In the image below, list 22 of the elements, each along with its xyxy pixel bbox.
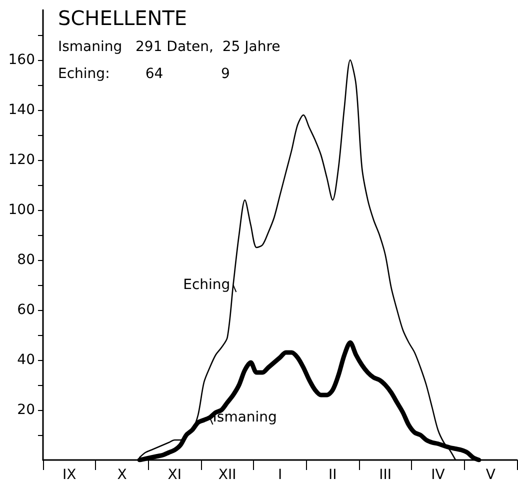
annotation: Ismaning 291 Daten, 25 Jahre [58, 39, 280, 55]
annotation: Eching: 64 9 [58, 66, 230, 82]
x-tick-label: IV [431, 467, 446, 483]
x-tick-label: III [379, 467, 392, 483]
x-tick-label: IX [62, 467, 77, 483]
legend-label: Ismaning [212, 410, 277, 426]
x-tick-label: XII [218, 467, 236, 483]
y-tick-label: 100 [8, 202, 35, 218]
y-tick-label: 60 [17, 302, 35, 318]
y-tick-label: 80 [17, 252, 35, 268]
x-tick-label: II [328, 467, 337, 483]
chart-title: SCHELLENTE [58, 6, 188, 30]
x-tick-label: XI [168, 467, 182, 483]
x-tick-label: X [117, 467, 128, 483]
y-tick-label: 160 [8, 52, 35, 68]
x-tick-label: V [486, 467, 496, 483]
y-tick-label: 40 [17, 352, 35, 368]
y-tick-label: 120 [8, 152, 35, 168]
y-tick-label: 20 [17, 402, 35, 418]
x-tick-label: I [278, 467, 282, 483]
series-label: Eching [183, 277, 230, 293]
y-tick-label: 140 [8, 102, 35, 118]
